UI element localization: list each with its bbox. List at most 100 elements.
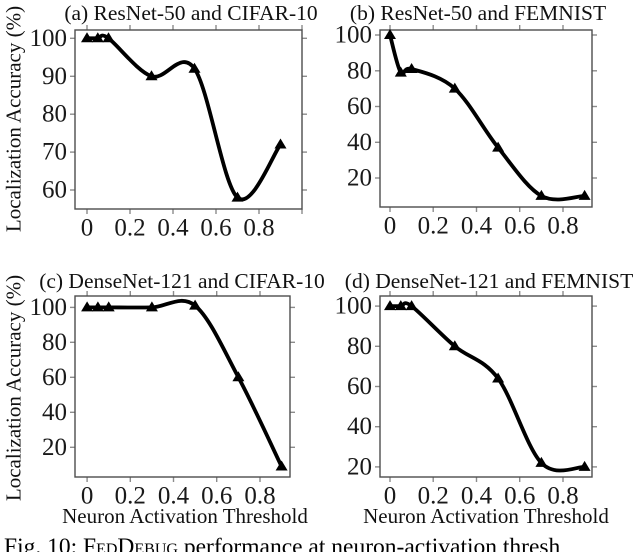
chart-b-tick-labels: 0 0.2 0.4 0.6 0.8 20 40 60 80 100 — [335, 22, 579, 240]
chart-b-markers — [384, 29, 591, 200]
chart-a-border — [74, 29, 303, 210]
chart-b-ticks — [375, 25, 597, 212]
x-tick-label: 0 — [384, 213, 397, 240]
data-point-marker — [189, 299, 202, 310]
y-tick-label: 80 — [42, 101, 67, 128]
chart-c: 0 0.2 0.4 0.6 0.8 20 40 60 80 100 — [30, 291, 295, 510]
caption-prefix: Fig. 10: — [4, 534, 84, 552]
x-tick-label: 0.2 — [114, 215, 145, 242]
x-tick-label: 0.2 — [418, 483, 449, 510]
data-point-marker — [394, 66, 407, 77]
chart-d: 0 0.2 0.4 0.6 0.8 20 40 60 80 100 — [335, 291, 597, 510]
data-point-marker — [448, 82, 461, 93]
figure-caption: Fig. 10: FedDebug performance at neuron-… — [4, 534, 560, 552]
caption-brand: FedDebug — [83, 534, 178, 552]
data-point-marker — [274, 138, 287, 149]
data-point-marker — [91, 32, 104, 43]
data-point-marker — [405, 63, 418, 73]
x-tick-label: 0 — [81, 215, 94, 242]
y-tick-label: 100 — [335, 22, 373, 49]
chart-d-border — [379, 295, 593, 478]
x-axis-label-c: Neuron Activation Threshold — [62, 504, 308, 528]
y-tick-label: 20 — [347, 165, 372, 192]
chart-a-markers — [81, 32, 287, 202]
chart-a-title: (a) ResNet-50 and CIFAR-10 — [64, 1, 318, 25]
y-tick-label: 60 — [42, 177, 67, 204]
data-point-marker — [81, 32, 93, 43]
x-tick-label: 0.2 — [115, 483, 146, 510]
data-point-marker — [232, 371, 245, 382]
y-tick-label: 40 — [347, 129, 372, 156]
chart-d-curve — [388, 301, 587, 473]
data-point-marker — [384, 29, 396, 39]
x-tick-label: 0.6 — [200, 215, 231, 242]
data-point-marker — [102, 301, 115, 312]
y-tick-label: 80 — [347, 333, 372, 360]
x-tick-label: 0.6 — [201, 483, 232, 510]
x-tick-label: 0.4 — [158, 483, 190, 510]
y-tick-label: 20 — [42, 434, 67, 461]
x-tick-label: 0.4 — [461, 213, 493, 240]
data-point-marker — [448, 340, 461, 351]
data-point-marker — [492, 372, 505, 383]
y-tick-label: 40 — [347, 413, 372, 440]
chart-a-ticks — [70, 25, 307, 214]
y-tick-label: 60 — [347, 93, 372, 120]
y-tick-label: 90 — [42, 63, 67, 90]
x-tick-label: 0.4 — [157, 215, 189, 242]
data-point-marker — [188, 62, 201, 73]
caption-suffix: performance at neuron-activation thresh — [177, 534, 561, 552]
y-tick-label: 100 — [335, 293, 373, 320]
chart-c-tick-labels: 0 0.2 0.4 0.6 0.8 20 40 60 80 100 — [30, 294, 276, 510]
data-point-marker — [231, 191, 244, 202]
data-point-marker — [492, 141, 505, 152]
x-tick-label: 0.2 — [418, 213, 449, 240]
y-tick-label: 40 — [42, 399, 67, 426]
chart-a-curve — [85, 33, 283, 202]
chart-c-markers — [81, 299, 288, 471]
chart-b-title: (b) ResNet-50 and FEMNIST — [349, 1, 607, 25]
data-point-marker — [535, 456, 548, 467]
data-point-marker — [102, 32, 115, 43]
chart-c-curve — [85, 299, 284, 469]
x-tick-label: 0.8 — [547, 213, 578, 240]
data-point-marker — [384, 300, 396, 311]
y-tick-label: 80 — [42, 329, 67, 356]
data-point-marker — [535, 189, 548, 200]
y-tick-label: 80 — [347, 57, 372, 84]
data-point-marker — [394, 300, 407, 311]
x-tick-label: 0.6 — [504, 213, 535, 240]
data-point-marker — [81, 301, 94, 312]
chart-b: 0 0.2 0.4 0.6 0.8 20 40 60 80 100 — [335, 22, 597, 240]
chart-a-tick-labels: 0 0.2 0.4 0.6 0.8 60 70 80 90 100 — [30, 25, 275, 242]
chart-d-ticks — [375, 291, 597, 482]
y-tick-label: 60 — [42, 364, 67, 391]
chart-c-border — [74, 295, 291, 478]
y-tick-label: 20 — [347, 453, 372, 480]
x-tick-label: 0.8 — [243, 215, 274, 242]
chart-d-title: (d) DenseNet-121 and FEMNIST — [344, 269, 634, 293]
x-tick-label: 0.4 — [461, 483, 493, 510]
x-tick-label: 0.6 — [504, 483, 535, 510]
chart-b-border — [379, 29, 593, 208]
data-point-marker — [91, 301, 104, 312]
data-point-marker — [405, 300, 418, 311]
chart-c-ticks — [70, 291, 295, 482]
x-tick-label: 0 — [384, 483, 397, 510]
x-tick-label: 0 — [81, 483, 94, 510]
data-point-marker — [275, 460, 288, 471]
chart-a: 0 0.2 0.4 0.6 0.8 60 70 80 90 100 — [30, 25, 307, 242]
y-tick-label: 100 — [30, 25, 68, 52]
chart-b-curve — [388, 33, 587, 202]
data-point-marker — [578, 460, 591, 471]
x-tick-label: 0.8 — [244, 483, 275, 510]
data-point-marker — [145, 301, 158, 312]
y-tick-label: 100 — [30, 294, 68, 321]
chart-d-markers — [384, 300, 591, 471]
y-tick-label: 60 — [347, 373, 372, 400]
chart-c-title: (c) DenseNet-121 and CIFAR-10 — [39, 269, 325, 293]
y-axis-label-row2: Localization Accuracy (%) — [1, 274, 26, 502]
y-axis-label-row1: Localization Accuracy (%) — [1, 5, 26, 233]
